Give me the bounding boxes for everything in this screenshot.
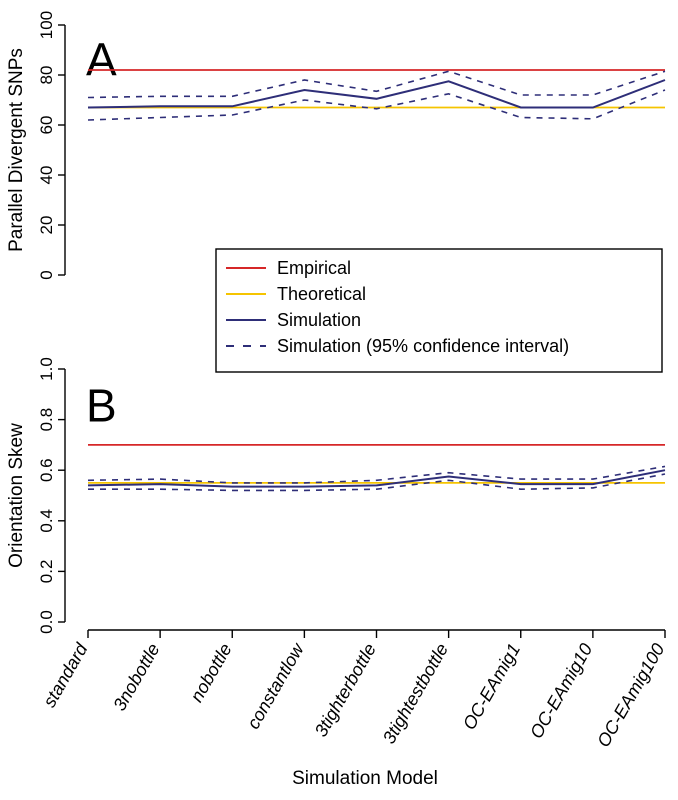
x-tick-label: OC-EAmig1 (459, 640, 524, 733)
x-axis-ticks (87, 629, 666, 638)
y-tick-label: 1.0 (37, 357, 56, 381)
y-tick-label: 0.6 (37, 458, 56, 482)
y-tick-label: 0 (37, 270, 56, 279)
x-tick-label: standard (39, 639, 92, 711)
y-tick-label: 100 (37, 11, 56, 39)
x-axis-tick-labels: standard 3nobottle nobottle constantlow 3tig… (39, 639, 668, 750)
legend-label: Simulation (277, 310, 361, 330)
legend-label: Theoretical (277, 284, 366, 304)
x-axis-title: Simulation Model (292, 768, 438, 789)
x-tick-label: OC-EAmig100 (593, 640, 668, 750)
x-tick-label: nobottle (186, 640, 235, 705)
panel-b: 0.0 0.2 0.4 0.6 0.8 1.0 Orientation Skew B (6, 357, 666, 634)
series-ci-lower-line (88, 473, 666, 492)
legend-label: Empirical (277, 258, 351, 278)
x-tick-label: 3tightestbottle (379, 640, 452, 747)
series-ci-lower-line (87, 89, 666, 121)
series-ci-upper-line (87, 465, 666, 484)
y-tick-label: 80 (37, 66, 56, 85)
legend: Empirical Theoretical Simulation Simulation… (215, 248, 663, 373)
legend-label: Simulation (95% confidence interval) (277, 336, 569, 356)
x-tick-label: 3nobottle (109, 640, 163, 714)
y-tick-label: 40 (37, 166, 56, 185)
series-simulation-line (87, 79, 666, 109)
x-tick-label: 3tighterbottle (311, 640, 380, 740)
x-tick-label: constantlow (243, 639, 308, 732)
y-tick-label: 20 (37, 216, 56, 235)
y-tick-label: 0.0 (37, 610, 56, 634)
series-ci-upper-line (87, 70, 666, 99)
panel-a: 0 20 40 60 80 100 Parallel Divergent SNPs A (6, 11, 666, 280)
y-tick-label: 0.4 (37, 509, 56, 533)
x-tick-label: OC-EAmig10 (526, 640, 596, 742)
y-tick-label: 60 (37, 116, 56, 135)
y-axis-title: Parallel Divergent SNPs (6, 48, 27, 252)
y-tick-label: 0.2 (37, 560, 56, 584)
panel-letter: A (86, 34, 117, 86)
series-simulation-line (87, 469, 666, 488)
legend-box (215, 248, 663, 373)
y-tick-label: 0.8 (37, 408, 56, 432)
y-axis-title: Orientation Skew (6, 423, 27, 568)
panel-letter: B (86, 380, 117, 432)
